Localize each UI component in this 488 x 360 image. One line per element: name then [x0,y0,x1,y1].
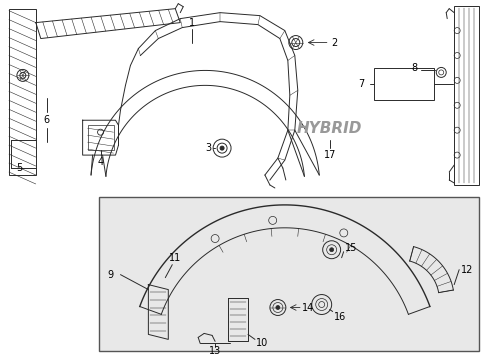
Text: 10: 10 [255,338,267,348]
Text: 13: 13 [208,346,221,356]
Bar [87,125,113,150]
Text: 7: 7 [358,79,364,89]
Text: 9: 9 [107,270,113,280]
Text: 16: 16 [333,312,345,323]
Text: 11: 11 [169,253,181,263]
Text: 4: 4 [97,157,103,167]
Bar [374,68,433,100]
Text: 14: 14 [301,302,313,312]
Circle shape [220,146,224,150]
Bar [453,6,478,185]
Text: 3: 3 [204,143,211,153]
Text: 8: 8 [410,63,417,73]
Circle shape [275,306,279,310]
Circle shape [329,248,333,252]
Text: 1: 1 [189,18,195,28]
Text: 12: 12 [460,265,472,275]
Bar [9,9,36,175]
Bar [99,197,478,351]
Text: 6: 6 [43,115,50,125]
Text: HYBRID: HYBRID [296,121,362,136]
Text: 17: 17 [323,150,335,160]
Text: 2: 2 [331,37,337,48]
Text: 5: 5 [16,163,22,173]
Text: 15: 15 [345,243,357,253]
